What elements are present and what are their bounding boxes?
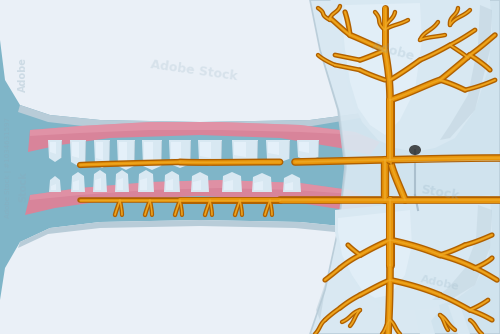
Polygon shape	[18, 95, 400, 130]
Polygon shape	[0, 0, 430, 122]
Polygon shape	[73, 180, 79, 190]
Polygon shape	[297, 140, 319, 161]
Polygon shape	[234, 142, 246, 157]
Polygon shape	[268, 142, 279, 155]
Polygon shape	[440, 5, 492, 140]
Polygon shape	[119, 142, 127, 162]
Polygon shape	[48, 140, 62, 162]
Polygon shape	[193, 180, 201, 190]
Polygon shape	[378, 308, 400, 334]
Polygon shape	[72, 142, 79, 158]
Polygon shape	[25, 180, 375, 215]
Polygon shape	[28, 122, 380, 155]
Polygon shape	[198, 140, 222, 166]
Polygon shape	[117, 140, 135, 170]
Polygon shape	[164, 171, 180, 192]
Polygon shape	[169, 140, 191, 168]
Polygon shape	[95, 178, 101, 190]
Polygon shape	[310, 0, 500, 334]
Polygon shape	[285, 182, 293, 190]
Polygon shape	[448, 305, 470, 334]
Text: Stock: Stock	[420, 183, 461, 203]
Polygon shape	[140, 178, 147, 190]
Polygon shape	[316, 50, 347, 320]
Polygon shape	[70, 140, 86, 166]
Polygon shape	[330, 0, 492, 152]
Text: Adobe: Adobe	[370, 39, 416, 63]
Polygon shape	[266, 140, 290, 163]
Polygon shape	[18, 220, 400, 248]
Polygon shape	[200, 142, 211, 158]
Polygon shape	[142, 140, 162, 170]
Polygon shape	[342, 3, 422, 135]
Text: Adobe Stock: Adobe Stock	[150, 58, 238, 83]
Polygon shape	[335, 195, 492, 310]
Polygon shape	[338, 210, 412, 298]
Polygon shape	[94, 140, 110, 168]
Polygon shape	[138, 170, 154, 192]
Polygon shape	[71, 172, 85, 192]
Polygon shape	[49, 176, 61, 192]
Polygon shape	[283, 174, 301, 192]
Polygon shape	[191, 172, 209, 192]
Polygon shape	[254, 181, 263, 190]
Ellipse shape	[409, 145, 421, 155]
Polygon shape	[299, 142, 309, 153]
Polygon shape	[50, 142, 56, 154]
Polygon shape	[0, 220, 440, 334]
Polygon shape	[432, 205, 492, 300]
Polygon shape	[30, 122, 360, 136]
Polygon shape	[166, 179, 173, 190]
Polygon shape	[252, 173, 272, 192]
Text: Adobe: Adobe	[420, 274, 461, 292]
Polygon shape	[30, 180, 352, 200]
Polygon shape	[171, 142, 181, 160]
Polygon shape	[93, 170, 107, 192]
Polygon shape	[222, 172, 242, 192]
Text: Adobe Stock | #1034631597: Adobe Stock | #1034631597	[5, 117, 12, 217]
Polygon shape	[224, 180, 233, 190]
Polygon shape	[115, 170, 129, 192]
Polygon shape	[232, 140, 258, 165]
Polygon shape	[144, 142, 153, 162]
Polygon shape	[51, 184, 56, 190]
Polygon shape	[117, 178, 123, 190]
Text: Stock: Stock	[18, 171, 28, 202]
Polygon shape	[96, 142, 103, 160]
Polygon shape	[415, 310, 435, 334]
Text: Adobe: Adobe	[18, 57, 28, 92]
